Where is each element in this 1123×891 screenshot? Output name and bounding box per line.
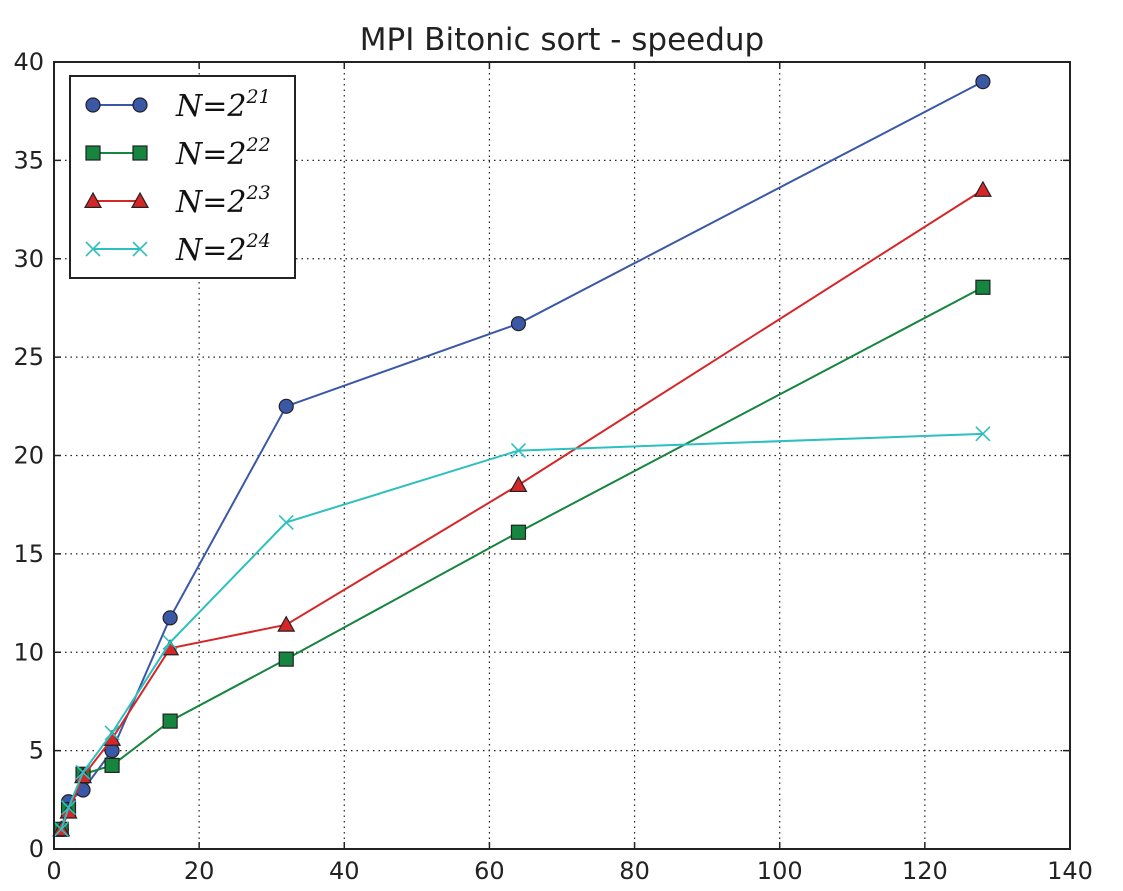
series-3 <box>52 180 992 837</box>
chart-title: MPI Bitonic sort - speedup <box>360 22 764 58</box>
y-tick-label: 0 <box>29 835 44 863</box>
data-point <box>162 713 178 729</box>
legend-item: N=222 <box>85 134 271 172</box>
legend-marker <box>130 191 150 208</box>
data-point <box>278 651 294 667</box>
y-tick-label: 25 <box>13 343 44 371</box>
x-tick-label: 120 <box>902 857 948 885</box>
data-point <box>510 316 527 332</box>
axis-ticks: 0 20 40 60 80 100 120 140 0 5 10 15 20 25 30 35 40 <box>13 48 1092 885</box>
legend-marker <box>85 241 101 257</box>
y-tick-label: 40 <box>13 48 44 76</box>
legend-marker <box>132 97 148 113</box>
series-2 <box>53 279 991 837</box>
data-point <box>510 443 527 459</box>
data-point <box>53 821 69 837</box>
y-tick-label: 30 <box>13 245 44 273</box>
x-tick-label: 100 <box>757 857 803 885</box>
legend-label: N=222 <box>175 134 271 172</box>
y-tick-label: 5 <box>29 737 44 765</box>
data-point <box>104 757 120 773</box>
data-point <box>60 800 77 816</box>
x-tick-label: 20 <box>184 857 215 885</box>
series-4 <box>53 426 991 837</box>
data-point <box>975 426 991 442</box>
legend: N=221 N=222 N=223 N=224 <box>69 75 296 279</box>
data-point <box>162 634 178 650</box>
series-line <box>60 432 983 830</box>
x-tick-label: 140 <box>1047 857 1093 885</box>
data-point <box>975 279 991 295</box>
data-point <box>973 180 992 197</box>
data-point <box>104 725 120 741</box>
x-tick-label: 40 <box>329 857 360 885</box>
legend-label: N=221 <box>175 86 271 124</box>
data-point <box>278 514 294 530</box>
data-point <box>278 398 294 414</box>
x-tick-label: 60 <box>474 857 505 885</box>
legend-box <box>69 75 296 279</box>
series-layer <box>52 74 992 837</box>
data-point <box>162 610 178 626</box>
y-tick-label: 20 <box>13 442 44 470</box>
data-point <box>510 524 527 540</box>
data-point <box>277 615 296 632</box>
y-tick-label: 10 <box>13 638 44 666</box>
data-point <box>509 475 528 493</box>
legend-item: N=224 <box>85 230 271 268</box>
y-tick-label: 35 <box>13 146 44 174</box>
x-tick-label: 0 <box>46 857 61 885</box>
legend-label: N=223 <box>175 182 271 220</box>
legend-item: N=221 <box>85 86 271 124</box>
data-point <box>975 74 991 90</box>
data-point <box>75 764 91 780</box>
legend-item: N=223 <box>83 182 271 220</box>
legend-marker <box>83 191 103 208</box>
legend-marker <box>85 145 101 161</box>
legend-marker <box>85 97 101 113</box>
legend-marker <box>132 145 148 161</box>
legend-label: N=224 <box>175 230 271 268</box>
y-tick-label: 15 <box>13 540 44 568</box>
grid <box>54 62 1070 849</box>
legend-marker <box>132 241 148 257</box>
x-tick-label: 80 <box>619 857 650 885</box>
